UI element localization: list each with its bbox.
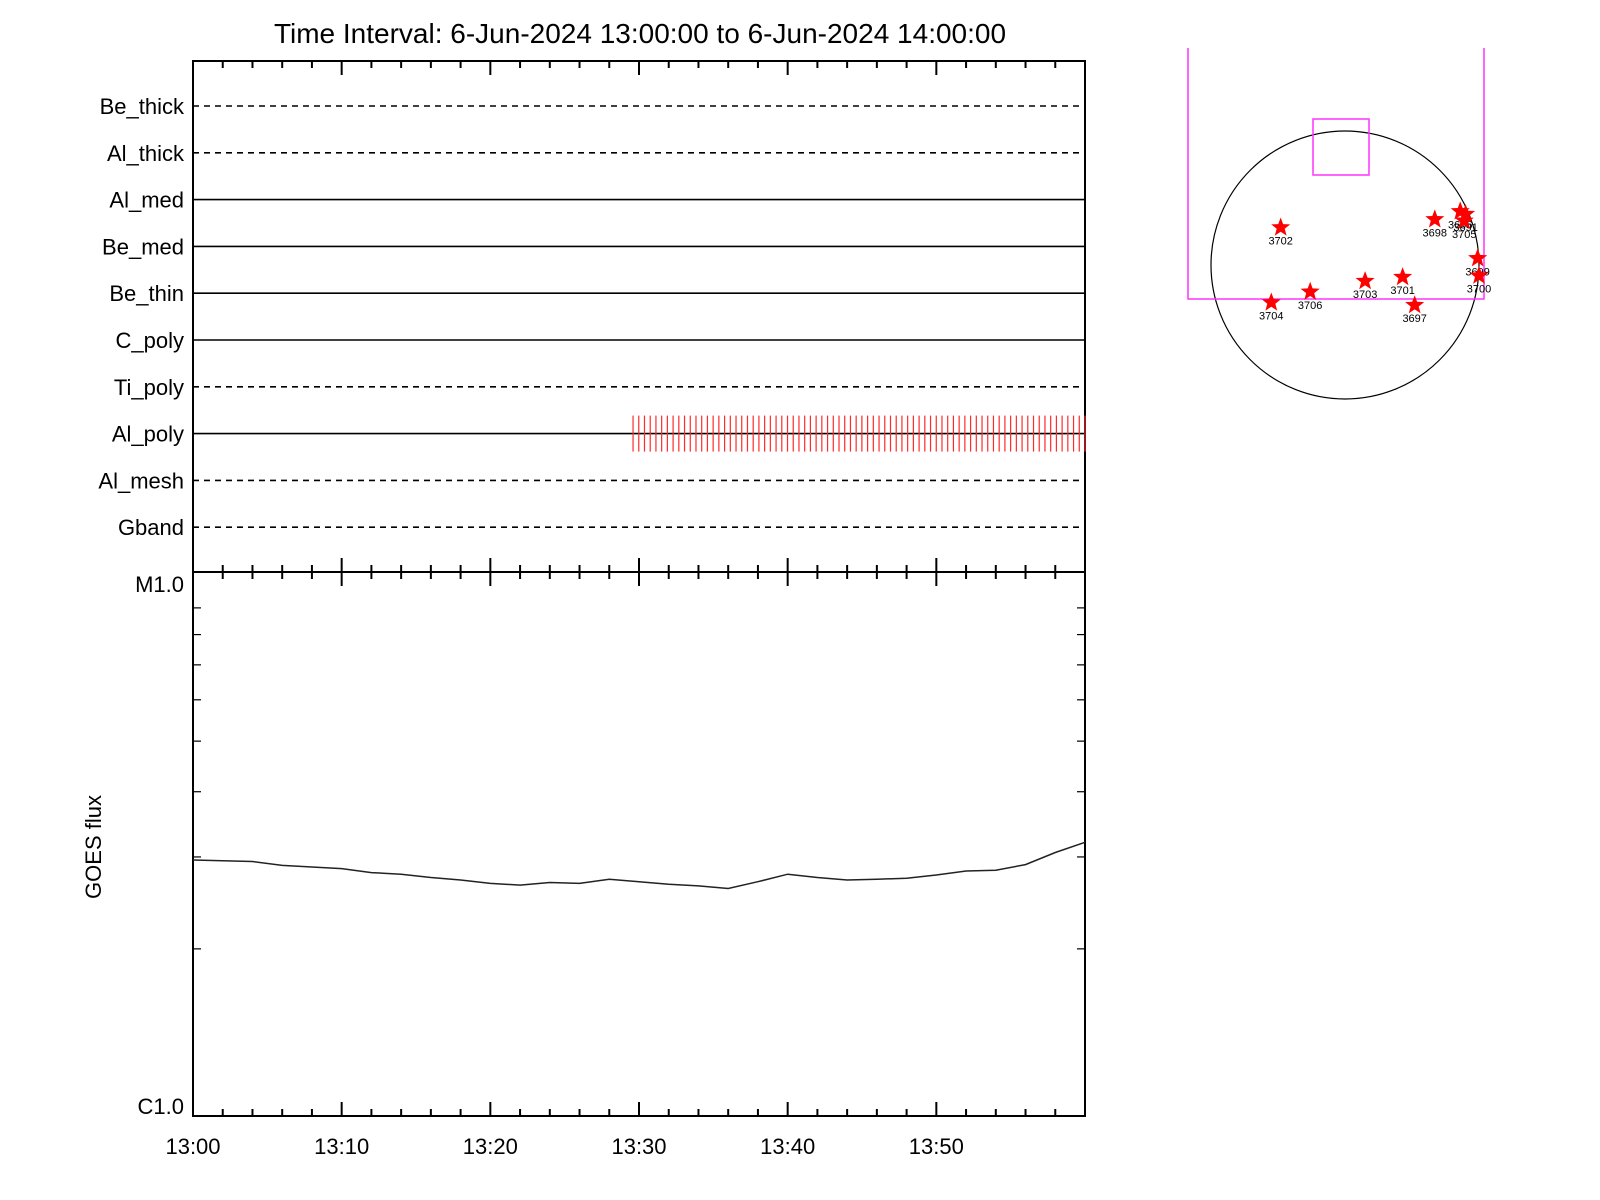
- active-region-star: [1454, 210, 1474, 229]
- active-region-label: 3701: [1390, 285, 1414, 297]
- detail-box: [1312, 118, 1370, 176]
- flux-frame: [192, 571, 1086, 1117]
- active-region-star: [1469, 265, 1489, 284]
- timeline-panel: Be_thick Al_thick Al_med Be_med Be_thin C_pol…: [98, 60, 1086, 573]
- active-region-label: 3703: [1353, 289, 1377, 301]
- active-region-label: 3704: [1259, 311, 1283, 323]
- x-tick-label: 13:30: [611, 1134, 666, 1159]
- active-region-star: [1271, 217, 1291, 236]
- active-region-star: [1300, 281, 1320, 300]
- active-region-star: [1355, 271, 1375, 290]
- active-region-star: [1393, 267, 1413, 286]
- row-label-gband: Gband: [118, 515, 184, 540]
- row-label-ti-poly: Ti_poly: [114, 375, 184, 400]
- x-tick-label: 13:00: [165, 1134, 220, 1159]
- chart-title: Time Interval: 6-Jun-2024 13:00:00 to 6-…: [274, 18, 1006, 49]
- active-region-star: [1456, 204, 1476, 223]
- row-label-be-med: Be_med: [102, 234, 184, 259]
- row-label-al-mesh: Al_mesh: [98, 468, 184, 493]
- timeline-frame: [192, 60, 1086, 573]
- x-tick-label: 13:20: [463, 1134, 518, 1159]
- row-label-al-thick: Al_thick: [107, 141, 185, 166]
- row-label-be-thick: Be_thick: [100, 94, 185, 119]
- x-tick-label: 13:50: [909, 1134, 964, 1159]
- active-region-label: 3706: [1298, 300, 1322, 312]
- x-tick-label: 13:10: [314, 1134, 369, 1159]
- active-region-star: [1450, 201, 1470, 220]
- fov-box: [1187, 48, 1485, 300]
- solar-disk-map: 3702369836963691370536993700370137033706…: [1187, 48, 1491, 400]
- active-region-label: 3697: [1402, 313, 1426, 325]
- goes-flux-panel: C1.0 M1.0 13:00 13:10 13:20 13:30 13:40 13:50 GO…: [81, 571, 1086, 1159]
- solar-disk: [1210, 130, 1480, 400]
- y-axis-label: GOES flux: [81, 795, 106, 899]
- active-region-label: 3700: [1467, 284, 1491, 296]
- active-region-star: [1425, 209, 1445, 228]
- active-region-star: [1405, 295, 1425, 314]
- active-region-label: 3702: [1268, 235, 1292, 247]
- goes-flux-line: [192, 841, 1086, 890]
- row-label-al-med: Al_med: [109, 188, 184, 213]
- active-region-star: [1261, 292, 1281, 311]
- active-region-label: 3698: [1423, 227, 1447, 239]
- row-label-al-poly: Al_poly: [112, 422, 184, 447]
- x-tick-label: 13:40: [760, 1134, 815, 1159]
- row-label-c-poly: C_poly: [116, 328, 184, 353]
- active-region-star: [1468, 248, 1488, 267]
- active-region-label: 3705: [1452, 229, 1476, 241]
- y-tick-label-top: M1.0: [135, 572, 184, 597]
- row-label-be-thin: Be_thin: [109, 281, 184, 306]
- y-tick-label-bottom: C1.0: [138, 1094, 184, 1119]
